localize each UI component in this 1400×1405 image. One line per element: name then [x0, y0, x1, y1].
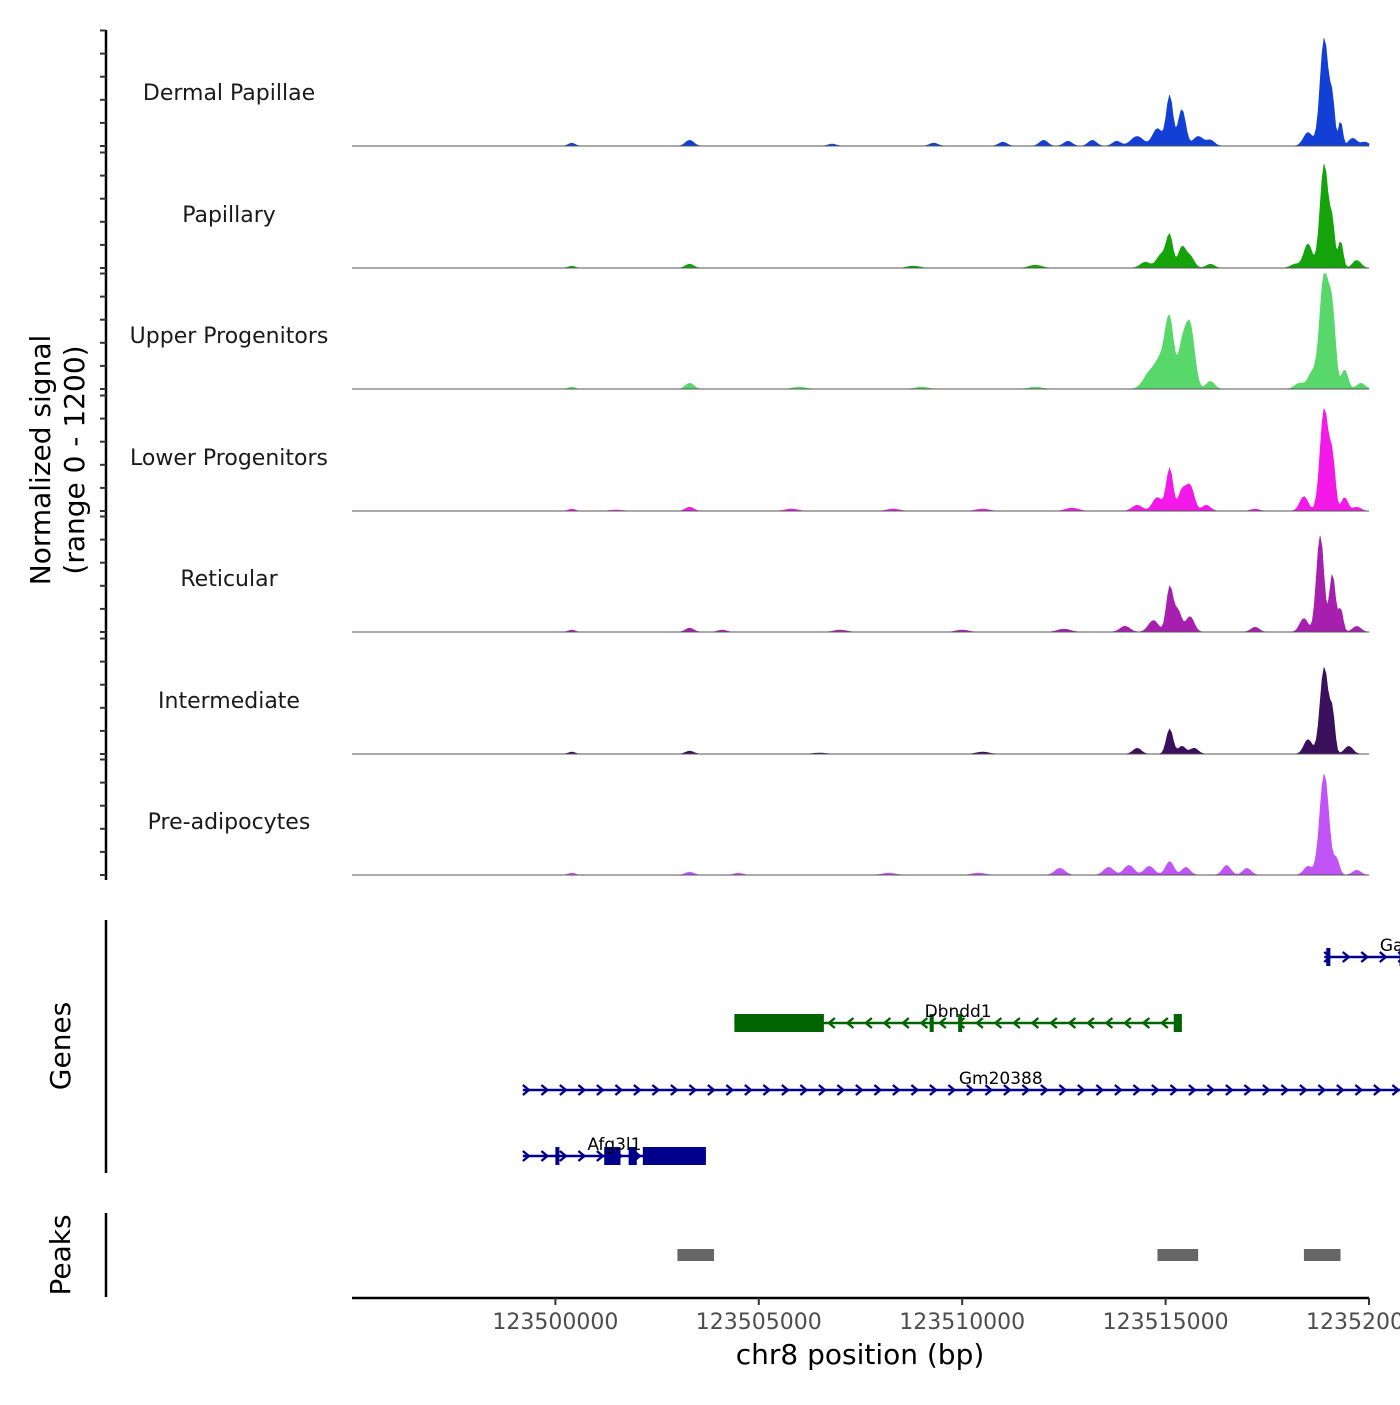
gene-label: Gm20388 — [959, 1069, 1043, 1089]
signal-area — [352, 774, 1369, 875]
track-label: Reticular — [180, 567, 278, 592]
signal-area — [352, 164, 1369, 268]
peak-region — [677, 1249, 714, 1261]
signal-area — [352, 274, 1369, 390]
peaks-panel-title: Peaks — [44, 1214, 77, 1295]
gene-label: Gas8 — [1380, 936, 1400, 956]
y-axis-title-line1: Normalized signal — [24, 335, 57, 586]
gene-exon — [1326, 948, 1330, 966]
track-label: Papillary — [182, 203, 276, 228]
gene-annotations: Gas8 Dbndd1 Gm20388 Afg3l1 — [523, 936, 1400, 1165]
peak-region — [1304, 1249, 1341, 1261]
gene-label: Dbndd1 — [925, 1002, 992, 1022]
x-axis-ticks: 123500000 123505000 123510000 123515000 1235… — [492, 1298, 1400, 1335]
gene-exon — [734, 1014, 823, 1032]
signal-tracks: Dermal Papillae Papillary Upper Progenitor… — [130, 38, 1369, 875]
y-axis-title-line2: (range 0 - 1200) — [58, 345, 91, 574]
gene-label: Afg3l1 — [587, 1135, 641, 1155]
gene-exon — [1174, 1014, 1182, 1032]
gene-exon — [643, 1147, 706, 1165]
genes-panel-title: Genes — [44, 1002, 77, 1090]
x-tick-label: 123510000 — [899, 1310, 1025, 1335]
track-label: Pre-adipocytes — [148, 810, 311, 835]
signal-area — [352, 536, 1369, 632]
x-tick-label: 123500000 — [492, 1310, 618, 1335]
x-axis-title: chr8 position (bp) — [736, 1338, 985, 1371]
x-tick-label: 123505000 — [696, 1310, 822, 1335]
signal-area — [352, 409, 1369, 512]
x-tick-label: 123520000 — [1306, 1310, 1400, 1335]
x-tick-label: 123515000 — [1103, 1310, 1229, 1335]
track-label: Intermediate — [158, 689, 300, 714]
track-label: Dermal Papillae — [143, 81, 315, 106]
signal-area — [352, 667, 1369, 754]
track-label: Lower Progenitors — [130, 446, 328, 471]
peak-region — [1157, 1249, 1198, 1261]
peak-regions — [677, 1249, 1340, 1261]
gene-exon — [555, 1147, 559, 1165]
signal-area — [352, 38, 1369, 146]
track-label: Upper Progenitors — [130, 324, 329, 349]
